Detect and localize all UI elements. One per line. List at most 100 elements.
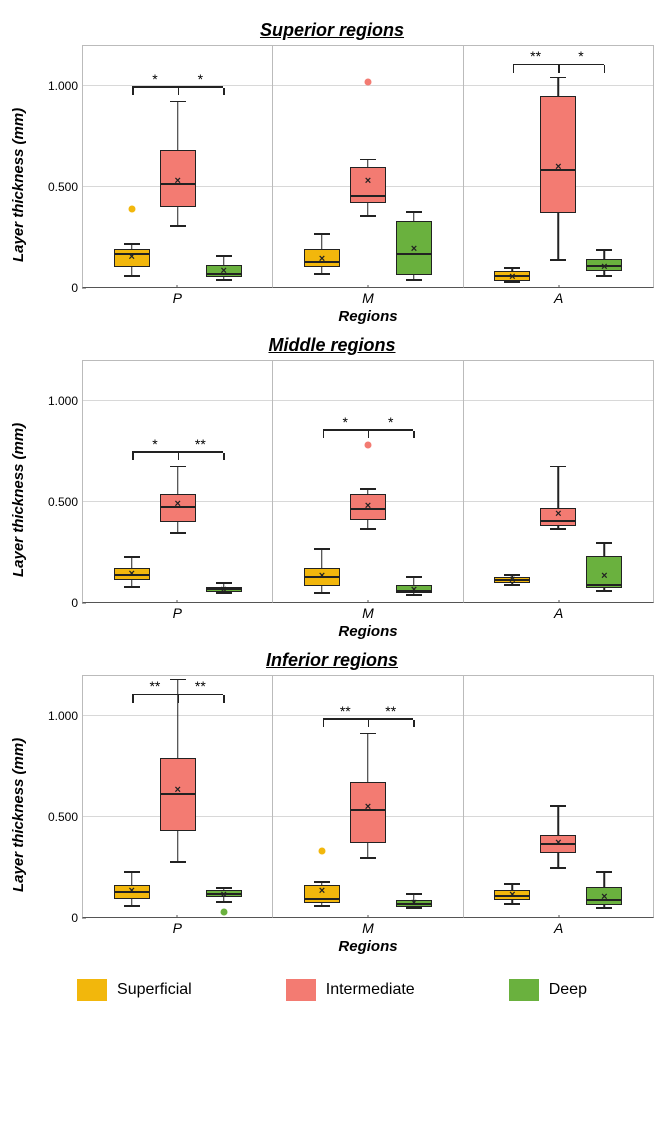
legend-swatch [509,979,539,1001]
whisker-cap-low [406,279,422,281]
box-group: ××× [464,46,653,287]
box-group: ××× [83,676,272,917]
box [160,758,196,830]
median-line [540,169,576,171]
x-axis-label: Regions [82,623,654,640]
chart-row: Layer thickness (mm)00.5001.000**××××××*… [10,45,654,325]
median-line [494,579,530,581]
whisker-cap-low [550,528,566,530]
whisker-cap-high [314,233,330,235]
y-tick-label: 1.000 [48,394,78,408]
box-slot: × [302,676,342,917]
median-line [304,898,340,900]
whisker-cap-low [170,532,186,534]
facet: ***××× [82,360,272,603]
box [304,885,340,903]
box-slot: × [112,361,152,602]
median-line [350,508,386,510]
x-tick-label: M [273,288,464,306]
facet: ××× [272,45,462,288]
median-line [206,893,242,895]
box-slot: × [538,676,578,917]
whisker-upper [558,78,560,96]
whisker-upper [558,807,560,835]
whisker-cap-low [596,590,612,592]
median-line [160,506,196,508]
whisker-cap-high [406,893,422,895]
whisker-cap-low [170,225,186,227]
whisker-cap-low [406,594,422,596]
whisker-cap-low [596,275,612,277]
median-line [206,273,242,275]
x-tick-label: A [463,918,654,936]
box-slot: × [302,46,342,287]
x-tick-mark [558,600,559,603]
y-tick-label: 1.000 [48,709,78,723]
whisker-cap-low [314,905,330,907]
x-axis-label: Regions [82,308,654,325]
x-ticks: PMA [82,918,654,936]
facet: ****××× [82,675,272,918]
whisker-upper [223,257,225,265]
y-tick-label: 0.500 [48,495,78,509]
whisker-cap-high [406,211,422,213]
box [350,782,386,842]
whisker-upper [131,558,133,568]
whisker-cap-high [216,255,232,257]
median-line [304,576,340,578]
outlier-point [128,205,135,212]
legend-item: Intermediate [286,979,415,1001]
median-line [350,195,386,197]
median-line [586,265,622,267]
median-line [350,809,386,811]
x-tick-label: M [273,603,464,621]
x-tick-label: M [273,918,464,936]
y-tick-label: 0.500 [48,180,78,194]
median-line [160,183,196,185]
legend-item: Deep [509,979,587,1001]
median-line [540,843,576,845]
whisker-cap-low [406,907,422,909]
whisker-upper [131,873,133,885]
median-line [114,891,150,893]
whisker-cap-high [596,249,612,251]
box-group: ××× [83,361,272,602]
median-line [206,588,242,590]
whisker-cap-high [124,243,140,245]
box-slot: × [204,46,244,287]
panel-title: Inferior regions [10,650,654,671]
median-line [396,253,432,255]
box-slot: × [302,361,342,602]
whisker-upper [177,102,179,150]
outlier-point [364,442,371,449]
box-slot: × [394,361,434,602]
box-slot: × [348,46,388,287]
box-slot: × [492,361,532,602]
box-slot: × [492,676,532,917]
y-tick-label: 0.500 [48,810,78,824]
outlier-point [364,79,371,86]
chart-row: Layer thickness (mm)00.5001.000***×××**×… [10,360,654,640]
facet: ****××× [272,675,462,918]
box-slot: × [538,46,578,287]
whisker-cap-high [504,883,520,885]
box [586,887,622,905]
whisker-cap-high [216,582,232,584]
median-line [586,584,622,586]
box-slot: × [584,46,624,287]
box-group: ××× [83,46,272,287]
whisker-cap-low [124,586,140,588]
whisker-lower [177,831,179,863]
box [396,221,432,275]
whisker-cap-high [596,871,612,873]
whisker-cap-low [124,905,140,907]
whisker-cap-high [550,466,566,468]
whisker-cap-low [550,867,566,869]
box-slot: × [584,361,624,602]
whisker-upper [604,873,606,887]
legend-item: Superficial [77,979,192,1001]
whisker-cap-low [314,273,330,275]
whisker-cap-high [550,805,566,807]
whisker-cap-high [360,159,376,161]
x-axis-label: Regions [82,938,654,955]
